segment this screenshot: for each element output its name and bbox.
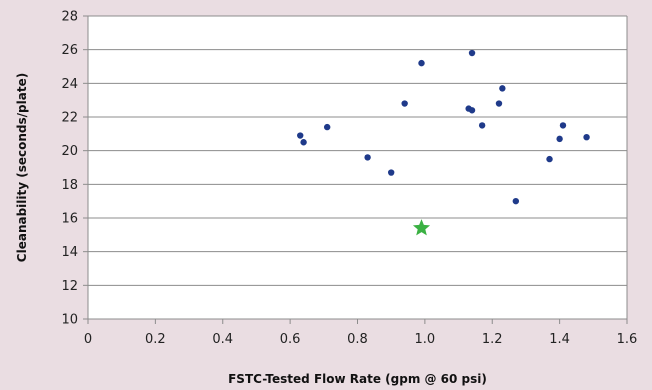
data-points (297, 49, 590, 236)
x-tick-label: 1.6 (617, 332, 638, 347)
y-tick-label: 12 (61, 279, 78, 294)
x-tick-label: 0.6 (280, 332, 301, 347)
y-tick-label: 22 (61, 111, 78, 126)
x-tick-label: 0.8 (347, 332, 368, 347)
x-tick-label: 1.4 (549, 332, 570, 347)
data-point (297, 132, 304, 139)
data-point (499, 85, 506, 92)
y-tick-label: 20 (61, 144, 78, 159)
y-axis-title: Cleanability (seconds/plate) (15, 73, 29, 262)
x-tick-label: 0.2 (145, 332, 166, 347)
data-point (559, 122, 567, 129)
data-point (401, 100, 408, 107)
data-point (556, 135, 563, 143)
y-tick-label: 26 (61, 43, 78, 58)
x-tick-label: 0.4 (212, 332, 233, 347)
data-point (583, 134, 590, 141)
data-point (468, 107, 476, 114)
x-tick-label: 1.2 (482, 332, 503, 347)
data-point (300, 139, 307, 146)
gridlines (88, 15, 627, 320)
data-point (512, 197, 520, 205)
data-point (546, 155, 553, 163)
data-point-star (412, 219, 431, 236)
x-tick-label: 0 (84, 332, 92, 347)
data-point (323, 123, 331, 131)
y-tick-label: 16 (61, 212, 78, 227)
data-point (468, 49, 476, 57)
y-tick-label: 18 (61, 178, 78, 193)
tick-labels: 10 12 14 16 18 20 22 24 26 28 0 0.2 0.4 0.6 0.8 1.0 1.2 1… (61, 10, 637, 348)
data-point (478, 122, 486, 129)
x-tick-label: 1.0 (415, 332, 436, 347)
plot-area (88, 16, 627, 319)
y-tick-label: 28 (61, 10, 78, 25)
data-point (364, 154, 371, 161)
x-axis-title: FSTC-Tested Flow Rate (gpm @ 60 psi) (228, 372, 487, 386)
axes (83, 15, 628, 324)
data-point (418, 59, 425, 67)
y-tick-label: 14 (61, 245, 78, 260)
data-point (495, 100, 503, 107)
y-tick-label: 10 (61, 313, 78, 328)
y-tick-label: 24 (61, 77, 78, 92)
data-point (387, 169, 395, 176)
